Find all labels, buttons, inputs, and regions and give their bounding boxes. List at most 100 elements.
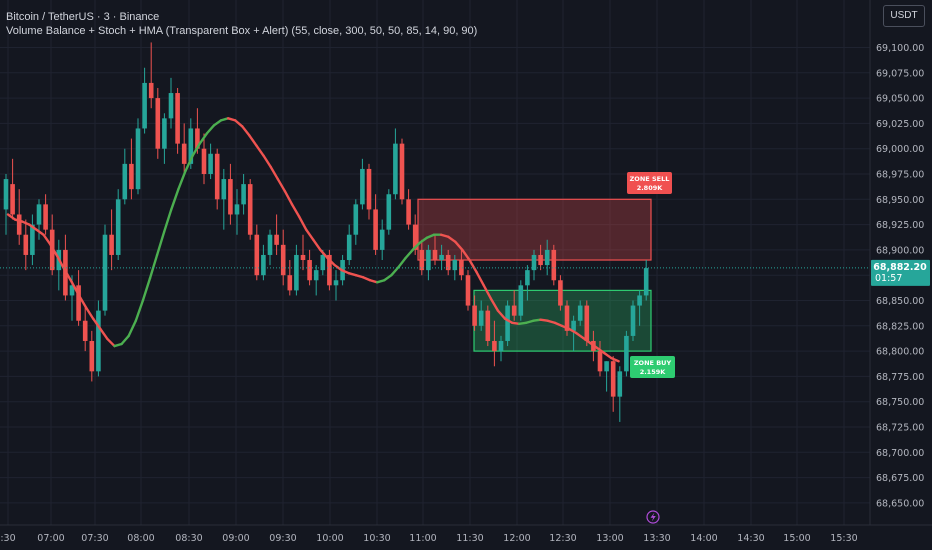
candle-body	[208, 153, 213, 174]
candle-body	[16, 214, 22, 235]
candle-body	[452, 260, 458, 271]
candle-body	[353, 204, 359, 235]
hma-segment	[305, 228, 315, 241]
candle-body	[366, 168, 372, 210]
candle-body	[43, 204, 48, 230]
candle-body	[188, 128, 194, 164]
hma-segment	[418, 236, 429, 245]
hma-segment	[205, 124, 216, 135]
time-tick-label: 13:00	[596, 533, 623, 544]
hma-segment	[106, 337, 116, 348]
hma-segment	[141, 277, 152, 302]
time-tick-label: :30	[0, 533, 15, 544]
candle-body	[23, 234, 29, 255]
candle-body	[234, 204, 240, 215]
hma-segment	[319, 248, 329, 260]
hma-segment	[290, 203, 301, 218]
candle-body	[419, 249, 425, 271]
hma-segment	[177, 169, 187, 191]
candle-body	[485, 310, 491, 341]
candle-body	[643, 268, 649, 296]
hma-segment	[241, 125, 251, 137]
indicator-title[interactable]: Volume Balance + Stoch + HMA (Transparen…	[6, 25, 478, 37]
hma-segment	[276, 177, 287, 193]
zone-buy-label: ZONE BUY	[634, 359, 672, 367]
hma-segment	[447, 235, 457, 244]
candle-body	[597, 351, 603, 372]
time-tick-label: 15:00	[783, 533, 810, 544]
hma-segment	[546, 319, 556, 324]
candle-body	[373, 209, 378, 250]
candle-body	[465, 275, 471, 306]
hma-segment	[170, 187, 180, 211]
candle-body	[307, 260, 312, 281]
hma-segment	[397, 256, 407, 269]
hma-segment	[255, 144, 265, 157]
hma-segment	[212, 119, 223, 127]
hma-segment	[333, 263, 343, 272]
hma-segment	[120, 334, 130, 346]
hma-segment	[610, 356, 620, 363]
candle-body	[10, 184, 15, 215]
symbol-title[interactable]: Bitcoin / TetherUS · 3 · Binance	[6, 11, 160, 23]
hma-segment	[127, 319, 138, 338]
hma-segment	[496, 309, 507, 320]
hma-segment	[84, 306, 95, 320]
zone-sell-value: 2.809K	[637, 184, 664, 192]
candle-body	[228, 179, 233, 215]
hma-segment	[596, 346, 606, 355]
candle-body	[564, 305, 570, 331]
price-tick-label: 68,750.00	[876, 397, 924, 408]
candle-body	[36, 204, 42, 225]
hma-segment	[42, 233, 52, 247]
candle-body	[76, 285, 81, 321]
hma-segment	[326, 256, 336, 267]
candle-body	[96, 310, 101, 372]
candle-body	[3, 179, 9, 210]
candle-body	[346, 234, 352, 261]
time-axis[interactable]: :30 07:00 07:30 08:00 08:30 09:00 09:30 10:00 10…	[0, 533, 857, 544]
hma-segment	[461, 248, 471, 262]
hma-segment	[347, 271, 358, 277]
hma-segment	[49, 243, 59, 259]
hma-segment	[99, 327, 109, 341]
candle-body	[287, 275, 293, 291]
candle-body	[459, 260, 464, 276]
hma-segment	[489, 297, 500, 312]
price-tick-label: 69,000.00	[876, 144, 924, 155]
candle-body	[327, 254, 332, 286]
candle-body	[294, 254, 299, 291]
candle-body	[584, 305, 590, 341]
flash-icon[interactable]	[646, 510, 660, 524]
candle-body	[531, 254, 537, 271]
hma-segment	[383, 274, 393, 282]
hma-segment	[567, 327, 578, 335]
hma-segment	[113, 342, 123, 348]
price-tick-label: 69,050.00	[876, 94, 924, 105]
time-tick-label: 15:30	[830, 533, 857, 544]
hma-segment	[262, 154, 272, 169]
price-tick-label: 69,075.00	[876, 68, 924, 79]
hma-segment	[35, 228, 45, 236]
currency-button[interactable]: USDT	[883, 5, 925, 27]
price-tick-label: 68,725.00	[876, 423, 924, 434]
hma-segment	[269, 165, 279, 181]
hma-segment	[404, 248, 414, 260]
time-tick-label: 14:00	[690, 533, 717, 544]
hma-segment	[63, 268, 74, 284]
candle-body	[426, 249, 431, 271]
hma-segment	[482, 284, 492, 300]
candle-body	[571, 320, 576, 331]
candle-body	[525, 270, 530, 286]
candle-body	[412, 224, 418, 250]
hma-segment	[191, 142, 201, 157]
hma-segment	[21, 220, 31, 226]
candle-body	[538, 254, 543, 266]
hma-segment	[233, 119, 244, 128]
last-price-badge: 68,882.20 01:57	[871, 259, 930, 286]
price-tick-label: 68,950.00	[876, 195, 924, 206]
candle-body	[432, 249, 438, 261]
candle-body	[109, 234, 114, 255]
hma-segment	[454, 240, 464, 252]
